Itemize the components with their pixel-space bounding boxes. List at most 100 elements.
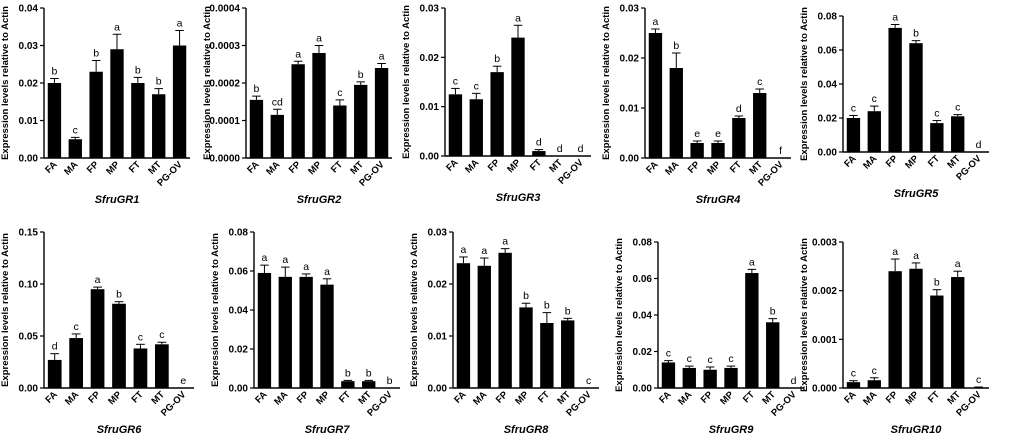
- significance-letter: a: [502, 236, 508, 248]
- x-tick-label-FT: FT: [741, 389, 757, 405]
- x-tick-label-FT: FT: [536, 389, 552, 405]
- y-tick-label: 0.0004: [209, 4, 240, 15]
- x-tick-label-FA: FA: [657, 389, 673, 405]
- x-tick-label-FP: FP: [494, 389, 511, 406]
- bar-MA: [68, 139, 82, 158]
- significance-letter: b: [116, 289, 122, 301]
- x-tick-label-FT: FT: [127, 159, 143, 175]
- significance-letter: a: [461, 244, 467, 256]
- bar-MT: [951, 116, 965, 152]
- significance-letter: a: [955, 258, 961, 270]
- x-tick-label-FA: FA: [644, 159, 660, 175]
- bar-MT: [354, 84, 368, 158]
- significance-letter: b: [135, 64, 141, 76]
- x-tick-label-FA: FA: [452, 389, 468, 405]
- x-tick-label-MA: MA: [471, 389, 489, 407]
- significance-letter: a: [653, 16, 659, 28]
- gene-title: SfruGR8: [504, 424, 550, 436]
- significance-letter: a: [262, 252, 268, 264]
- x-tick-label-FP: FP: [884, 389, 901, 406]
- bar-FP: [299, 276, 313, 388]
- x-tick-label-MP: MP: [106, 389, 124, 407]
- bar-MA: [270, 114, 284, 158]
- bar-FP: [888, 27, 902, 152]
- significance-letter: c: [872, 365, 877, 377]
- y-tick-label: 0.04: [19, 4, 39, 15]
- x-tick-label-FP: FP: [86, 389, 103, 406]
- x-tick-label-MA: MA: [676, 389, 694, 407]
- bar-FT: [930, 295, 944, 388]
- x-tick-label-MP: MP: [104, 159, 122, 177]
- gene-title: SfruGR4: [696, 194, 741, 206]
- x-tick-label-MP: MP: [314, 389, 332, 407]
- bar-PG-OV: [374, 68, 389, 158]
- x-tick-label-MA: MA: [63, 389, 81, 407]
- significance-letter: d: [578, 143, 584, 155]
- significance-letter: c: [728, 353, 733, 365]
- significance-letter: cd: [272, 96, 283, 108]
- significance-letter: c: [757, 76, 762, 88]
- chart-panel-SfruGR5: 0.00 0.02 0.04 0.06 0.08 Expression levels re…: [799, 7, 989, 200]
- y-tick-label: 0.0002: [209, 79, 240, 90]
- significance-letter: d: [976, 139, 982, 151]
- y-tick-label: 0.04: [229, 306, 249, 317]
- bar-FP: [490, 72, 504, 156]
- chart-panel-SfruGR7: 0.00 0.02 0.04 0.06 0.08 Expression levels re…: [210, 228, 400, 436]
- significance-letter: c: [976, 374, 981, 386]
- significance-letter: c: [934, 108, 939, 120]
- bar-MP: [909, 268, 923, 388]
- chart-panel-SfruGR3: 0.00 0.01 0.02 0.03 Expression levels relati…: [401, 4, 591, 204]
- bar-MA: [469, 99, 483, 156]
- significance-letter: d: [736, 103, 742, 115]
- bar-MA: [477, 265, 491, 388]
- significance-letter: a: [114, 21, 120, 33]
- significance-letter: f: [779, 145, 782, 157]
- gene-title: SfruGR9: [709, 424, 755, 436]
- significance-letter: a: [892, 12, 898, 24]
- significance-letter: a: [892, 246, 898, 258]
- bar-FP: [89, 71, 103, 158]
- y-axis-title: Expression levels relative to Actin: [799, 238, 810, 392]
- significance-letter: b: [673, 40, 679, 52]
- y-tick-label: 0.00: [620, 154, 640, 165]
- y-tick-label: 0.00: [428, 384, 448, 395]
- significance-letter: a: [282, 254, 288, 266]
- y-tick-label: 0.000: [812, 384, 837, 395]
- significance-letter: a: [295, 48, 301, 60]
- bar-FA: [257, 272, 272, 388]
- x-tick-label-FP: FP: [287, 159, 304, 176]
- y-axis-title: Expression levels relative to Actin: [409, 233, 420, 387]
- y-tick-label: 0.02: [420, 53, 440, 64]
- x-tick-label-MP: MP: [705, 159, 723, 177]
- significance-letter: a: [316, 33, 322, 45]
- y-tick-label: 0.00: [19, 384, 39, 395]
- significance-letter: c: [872, 93, 877, 105]
- x-tick-label-MA: MA: [861, 389, 879, 407]
- bar-MP: [511, 37, 525, 156]
- significance-letter: a: [749, 256, 755, 268]
- x-tick-label-MP: MP: [903, 389, 921, 407]
- y-tick-label: 0.02: [428, 280, 448, 291]
- y-tick-label: 0.02: [818, 114, 838, 125]
- bar-FA: [456, 263, 471, 388]
- bar-MA: [278, 276, 292, 388]
- y-tick-label: 0.00: [229, 384, 249, 395]
- significance-letter: c: [74, 321, 79, 333]
- significance-letter: c: [474, 80, 479, 92]
- significance-letter: a: [379, 51, 385, 63]
- gene-title: SfruGR10: [891, 424, 943, 436]
- x-tick-label-MA: MA: [663, 159, 681, 177]
- significance-letter: d: [557, 143, 563, 155]
- bar-MP: [724, 367, 738, 388]
- bar-MP: [112, 303, 126, 388]
- bar-FT: [540, 323, 554, 388]
- y-axis-title: Expression levels relative to Actin: [210, 233, 221, 387]
- bar-MP: [110, 49, 124, 158]
- significance-letter: a: [95, 274, 101, 286]
- significance-letter: c: [687, 353, 692, 365]
- significance-letter: e: [715, 128, 721, 140]
- y-tick-label: 0.01: [428, 332, 448, 343]
- y-axis-title: Expression levels relative to Actin: [0, 6, 11, 160]
